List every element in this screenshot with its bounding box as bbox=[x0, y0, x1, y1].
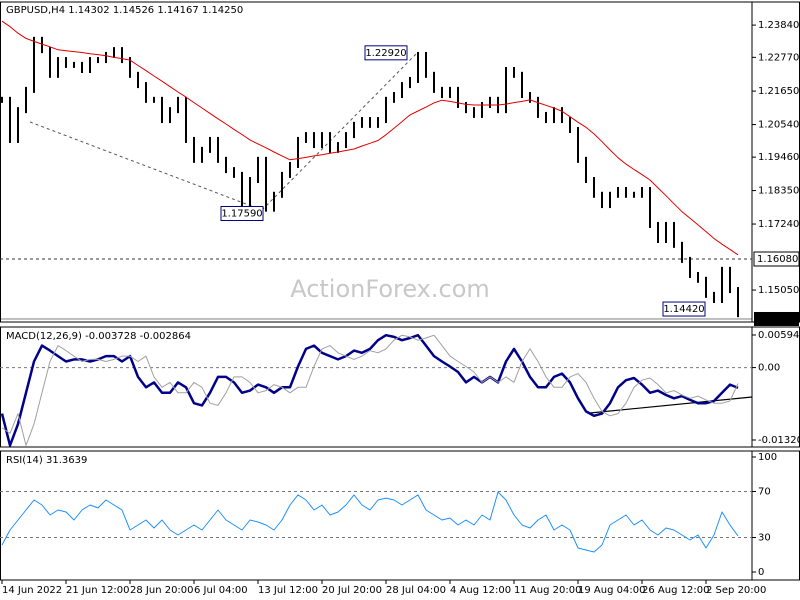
trend-line bbox=[589, 396, 753, 414]
y-tick-label: 1.21650 bbox=[758, 86, 799, 97]
x-tick-label: 28 Jul 04:00 bbox=[386, 585, 446, 596]
last-price-label: 1.14090 bbox=[757, 314, 798, 325]
x-tick-label: 13 Jul 12:00 bbox=[258, 585, 318, 596]
symbol: GBPUSD,H4 bbox=[6, 5, 65, 16]
y-tick-label: 30 bbox=[758, 533, 771, 544]
annotation-box bbox=[220, 205, 264, 221]
series-line bbox=[0, 333, 739, 447]
y-tick-label: 1.18350 bbox=[758, 186, 799, 197]
indicator-title: MACD(12,26,9) bbox=[6, 331, 82, 342]
annotation-label: 1.17590 bbox=[221, 208, 262, 219]
x-tick-label: 20 Jul 20:00 bbox=[322, 585, 382, 596]
y-tick-label: 1.15050 bbox=[758, 285, 799, 296]
x-tick-label: 14 Jun 2022 bbox=[2, 585, 62, 596]
level-label-box bbox=[753, 251, 800, 267]
high: 1.14526 bbox=[113, 5, 154, 16]
x-tick-label: 6 Jul 04:00 bbox=[194, 585, 248, 596]
x-tick-label: 19 Aug 04:00 bbox=[578, 585, 645, 596]
last-price-box bbox=[754, 311, 799, 326]
y-tick-label: 1.22770 bbox=[758, 52, 799, 63]
x-tick-label: 11 Aug 20:00 bbox=[514, 585, 581, 596]
level-label: 1.16080 bbox=[757, 254, 798, 265]
trend-line bbox=[29, 121, 263, 211]
y-tick-label: 1.19460 bbox=[758, 152, 799, 163]
x-tick-label: 28 Jun 20:00 bbox=[130, 585, 194, 596]
y-tick-label: 0.005941 bbox=[758, 330, 800, 341]
low: 1.14167 bbox=[157, 5, 198, 16]
x-tick-label: 2 Sep 20:00 bbox=[706, 585, 766, 596]
rsi-value: 31.3639 bbox=[46, 455, 87, 466]
y-tick-label: 1.23840 bbox=[758, 20, 799, 31]
annotation-label: 1.22920 bbox=[365, 48, 406, 59]
annotation-box bbox=[364, 45, 408, 61]
watermark: ActionForex.com bbox=[290, 275, 490, 303]
open: 1.14302 bbox=[68, 5, 109, 16]
annotation-label: 1.14420 bbox=[663, 304, 704, 315]
y-tick-label: 0 bbox=[758, 567, 764, 578]
annotation-box bbox=[662, 301, 706, 317]
y-tick-label: 1.20540 bbox=[758, 120, 799, 131]
macd-value: -0.003728 bbox=[85, 331, 136, 342]
trend-line bbox=[261, 51, 419, 211]
y-tick-label: -0.013207 bbox=[758, 435, 800, 446]
series-line bbox=[1, 491, 739, 553]
signal-value: -0.002864 bbox=[140, 331, 191, 342]
close: 1.14250 bbox=[202, 5, 243, 16]
y-tick-label: 70 bbox=[758, 487, 771, 498]
x-tick-label: 21 Jun 12:00 bbox=[66, 585, 130, 596]
y-tick-label: 100 bbox=[758, 452, 777, 463]
indicator-title: RSI(14) bbox=[6, 455, 43, 466]
x-tick-label: 4 Aug 12:00 bbox=[450, 585, 511, 596]
y-tick-label: 0.00 bbox=[758, 363, 780, 374]
x-tick-label: 26 Aug 12:00 bbox=[642, 585, 709, 596]
rsi-header: RSI(14) 31.3639 bbox=[6, 455, 87, 466]
series-line bbox=[1, 334, 739, 446]
macd-header: MACD(12,26,9) -0.003728 -0.002864 bbox=[6, 331, 191, 342]
y-tick-label: 1.17240 bbox=[758, 219, 799, 230]
series-line bbox=[1, 20, 739, 256]
price-header: GBPUSD,H4 1.14302 1.14526 1.14167 1.1425… bbox=[6, 5, 243, 16]
